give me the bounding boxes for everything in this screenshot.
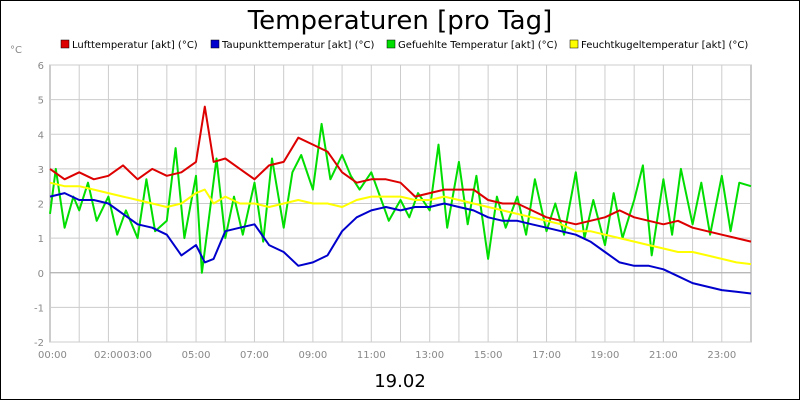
x-tick-label: 09:00 [298,350,327,361]
y-axis-ticks: 6 5 4 3 2 1 0 -1 -2 [34,61,44,349]
x-tick-label: 05:00 [182,350,211,361]
x-tick-label: 19:00 [591,350,620,361]
x-tick-label: 17:00 [532,350,561,361]
x-tick-label: 07:00 [240,350,269,361]
x-tick-label: 13:00 [415,350,444,361]
x-tick-label: 23:00 [707,350,736,361]
legend-swatch [386,39,396,49]
x-axis-date-label: 19.02 [374,371,426,392]
series-line [49,105,752,243]
y-tick-label: -1 [34,303,44,314]
series-lines [49,105,752,295]
y-tick-label: 2 [38,200,44,211]
y-tick-label: 3 [38,165,44,176]
series-line [49,181,752,266]
x-tick-label: 00:00 [38,350,67,361]
y-tick-label: 6 [38,61,44,72]
x-tick-label: 03:00 [123,350,152,361]
legend-swatch [210,39,220,49]
legend-swatch [60,39,70,49]
y-tick-label: 0 [38,269,44,280]
series-line [49,122,752,274]
y-axis-unit: °C [10,45,22,56]
x-axis-ticks: 00:00 02:00 03:00 05:00 07:00 09:00 11:00 13:00… [38,350,736,361]
legend-label: Feuchtkugeltemperatur [akt] (°C) [581,40,748,51]
legend: Lufttemperatur [akt] (°C) Taupunkttempera… [60,39,748,51]
x-tick-label: 02:00 [94,350,123,361]
x-tick-label: 15:00 [474,350,503,361]
legend-swatch [569,39,579,49]
legend-label: Lufttemperatur [akt] (°C) [72,40,198,51]
legend-label: Gefuehlte Temperatur [akt] (°C) [398,40,558,51]
chart-title: Temperaturen [pro Tag] [247,6,553,36]
y-tick-label: 4 [38,130,44,141]
y-tick-label: 1 [38,234,44,245]
legend-label: Taupunkttemperatur [akt] (°C) [221,40,374,51]
x-tick-label: 21:00 [649,350,678,361]
series-line [49,192,752,295]
y-tick-label: 5 [38,96,44,107]
y-tick-label: -2 [34,338,44,349]
x-tick-label: 11:00 [357,350,386,361]
